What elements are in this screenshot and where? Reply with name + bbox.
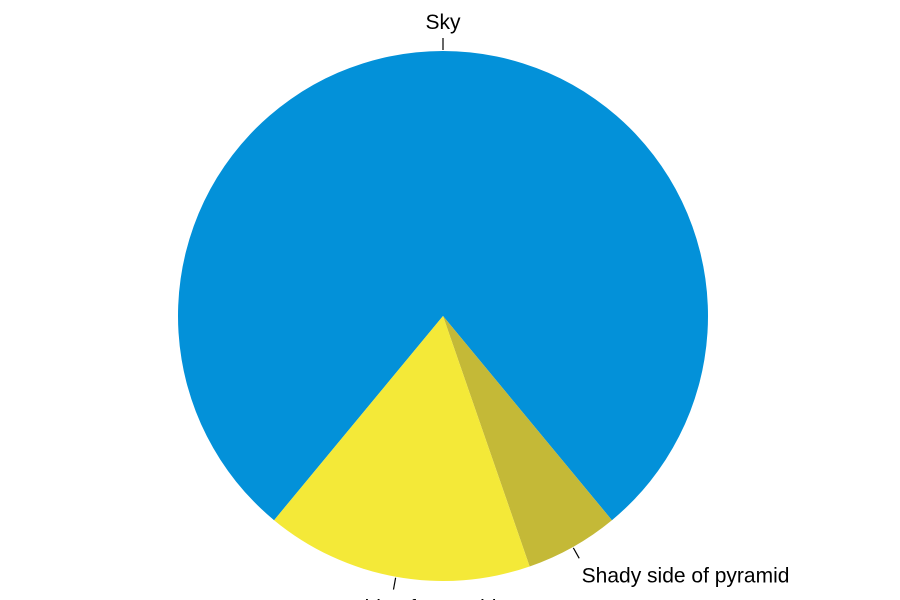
label-shady-side-of-pyramid: Shady side of pyramid [582, 565, 790, 588]
slice-shady-side-of-pyramid [443, 316, 612, 567]
leader-line-sunny-side-of-pyramid [392, 577, 397, 590]
pie-labels: Sky Shady side of pyramid Sunny side of py… [289, 11, 790, 600]
slice-sunny-side-of-pyramid [274, 316, 530, 582]
label-sky: Sky [425, 11, 461, 34]
leader-line-shady-side-of-pyramid [572, 547, 580, 559]
slice-sky [177, 51, 709, 521]
pie-slices [177, 51, 709, 582]
label-sunny-side-of-pyramid: Sunny side of pyramid [289, 596, 497, 600]
